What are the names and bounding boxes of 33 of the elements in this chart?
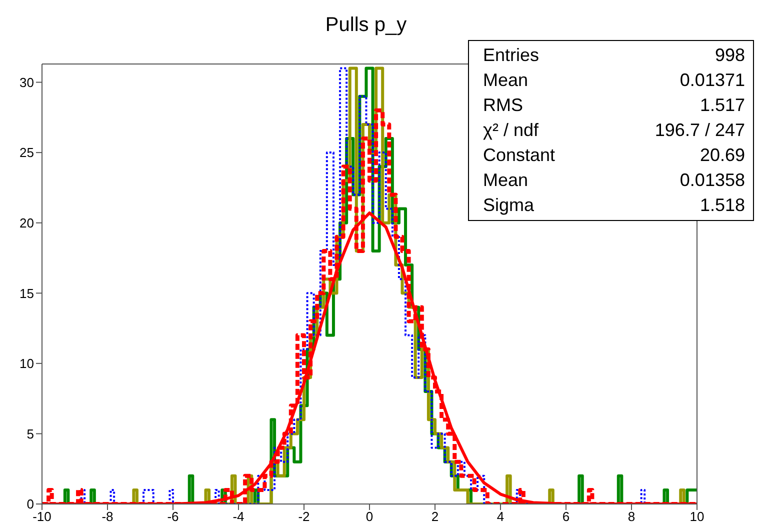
annotation: Entries — [483, 44, 540, 67]
annotation: Mean — [483, 169, 528, 192]
y-tick-label: 20 — [20, 215, 34, 230]
y-tick-label: 0 — [26, 496, 34, 512]
annotation: Sigma — [483, 194, 534, 217]
x-tick-label: -6 — [167, 509, 179, 524]
y-tick-label: 30 — [20, 74, 34, 90]
text: 998 — [714, 44, 745, 67]
annotation: RMS — [483, 94, 523, 117]
y-tick-label: 15 — [20, 286, 34, 301]
annotation: χ² / ndf — [483, 119, 538, 142]
text: 20.69 — [700, 144, 745, 167]
text: 1.518 — [700, 194, 745, 217]
x-tick-label: 6 — [562, 509, 570, 524]
x-tick-label: -2 — [298, 509, 310, 524]
x-tick-label: -4 — [232, 509, 244, 524]
x-tick-label: 2 — [431, 509, 439, 524]
annotation: 0.01371 — [680, 69, 745, 92]
x-tick-label: 0 — [366, 509, 374, 524]
x-tick-label: 4 — [496, 509, 504, 524]
y-tick-label: 10 — [20, 356, 34, 372]
y-tick-label: 25 — [20, 145, 34, 160]
annotation: Mean — [483, 69, 528, 92]
y-tick-label: 5 — [26, 426, 34, 442]
chart-title: Pulls p_y — [324, 14, 408, 37]
annotation: 0.01358 — [680, 169, 745, 192]
text: 1.517 — [700, 94, 745, 117]
annotation: Constant — [483, 144, 556, 167]
annotation: 196.7 / 247 — [654, 119, 745, 142]
x-tick-label: 10 — [690, 509, 704, 524]
x-tick-label: -8 — [102, 509, 114, 524]
x-tick-label: 8 — [628, 509, 636, 524]
x-tick-label: -10 — [32, 509, 52, 524]
